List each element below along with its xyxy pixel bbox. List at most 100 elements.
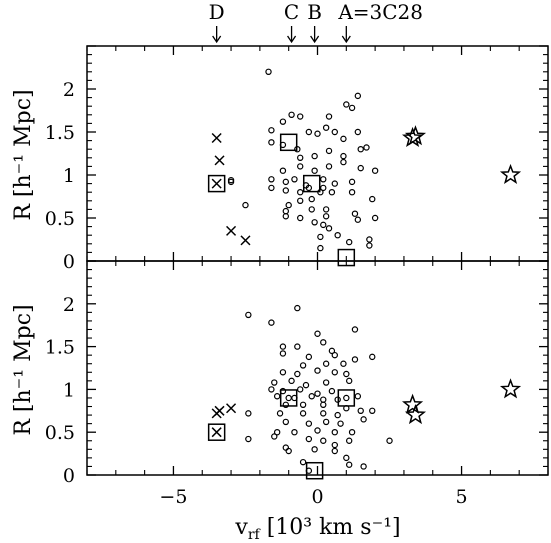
galaxy-point [245,311,252,319]
galaxy-point [288,377,295,385]
galaxy-point [305,353,313,361]
galaxy-point [314,390,321,397]
galaxy-point [343,394,350,402]
galaxy-point [363,144,370,151]
panel-frame [86,45,549,262]
galaxy-point [282,207,290,215]
galaxy-point [314,427,321,434]
galaxy-point [276,410,284,417]
panel-top: 0 0.5 1 1.5 2 [45,45,549,273]
cross-marker [214,155,225,166]
galaxy-point [351,326,359,333]
galaxy-point [331,369,338,376]
cluster-label: A=3C28 [337,0,423,24]
panel-bottom: 0 0.5 1 1.5 2 −5 0 5 [45,260,549,508]
square-marker [337,248,356,267]
galaxy-point [360,416,367,423]
galaxy-point [302,381,310,389]
galaxy-point [337,420,344,427]
galaxy-point [322,360,330,367]
galaxy-point [299,410,307,417]
galaxy-point [273,393,281,400]
galaxy-point [369,353,376,361]
cross-marker [214,405,225,416]
galaxy-point [291,429,298,436]
galaxy-point [282,418,290,426]
square-marker [207,423,226,441]
galaxy-point [314,367,321,374]
galaxy-point [271,433,278,440]
galaxy-point [282,401,290,409]
y-tick-label: 1 [63,379,75,401]
galaxy-point [279,369,287,376]
galaxy-point [354,92,362,100]
galaxy-point [268,319,275,326]
galaxy-point [245,410,252,417]
galaxy-point [308,393,315,400]
y-tick-label: 0 [63,465,75,487]
square-marker [337,389,356,407]
galaxy-point [322,418,330,426]
galaxy-point [334,231,341,239]
square-marker [302,174,321,193]
galaxy-point [297,113,304,120]
galaxy-point [322,124,330,131]
galaxy-point [340,135,347,143]
cross-marker [226,225,237,236]
galaxy-point [320,176,327,183]
cluster-label: C [284,0,299,24]
galaxy-point [311,446,318,453]
galaxy-point [331,351,338,359]
galaxy-point [328,347,336,355]
galaxy-point [311,219,318,226]
arrow-head-icon [212,35,222,44]
galaxy-point [297,154,304,161]
galaxy-point [322,213,330,220]
cross-marker [211,427,222,438]
galaxy-point [366,236,373,243]
x-axis-label: vrf [10³ km s⁻¹] [234,515,400,543]
galaxy-point [325,225,333,232]
galaxy-point [282,178,290,186]
galaxy-point [245,435,252,443]
galaxy-point [317,244,324,252]
galaxy-point [348,104,356,112]
galaxy-point [314,330,321,337]
galaxy-point [279,167,287,174]
y-tick-label: 1 [63,165,75,187]
galaxy-point [357,164,364,172]
galaxy-point [282,213,290,220]
galaxy-point [279,343,287,350]
galaxy-point [351,210,359,217]
cross-marker [211,178,222,189]
galaxy-point [345,461,353,468]
galaxy-point [348,178,356,186]
galaxy-point [320,396,327,403]
galaxy-point [311,152,318,160]
galaxy-point [268,139,275,146]
galaxy-point [294,343,301,350]
galaxy-point [371,167,379,174]
galaxy-point [345,238,353,246]
galaxy-point [297,188,304,196]
galaxy-point [325,163,333,170]
galaxy-point [345,377,353,385]
galaxy-point [305,128,313,136]
galaxy-point [357,407,364,414]
galaxy-point [357,145,364,153]
galaxy-point [354,128,362,136]
galaxy-point [297,214,304,222]
galaxy-point [320,437,327,444]
galaxy-point [227,176,235,184]
arrow-head-icon [341,35,351,44]
galaxy-point [331,429,338,436]
cluster-label: D [209,0,225,24]
galaxy-point [320,184,327,192]
galaxy-point [271,379,278,386]
galaxy-point [299,458,307,466]
galaxy-point [297,163,304,170]
square-marker [279,133,298,152]
galaxy-point [348,188,356,196]
y-tick-label: 2 [63,79,75,101]
